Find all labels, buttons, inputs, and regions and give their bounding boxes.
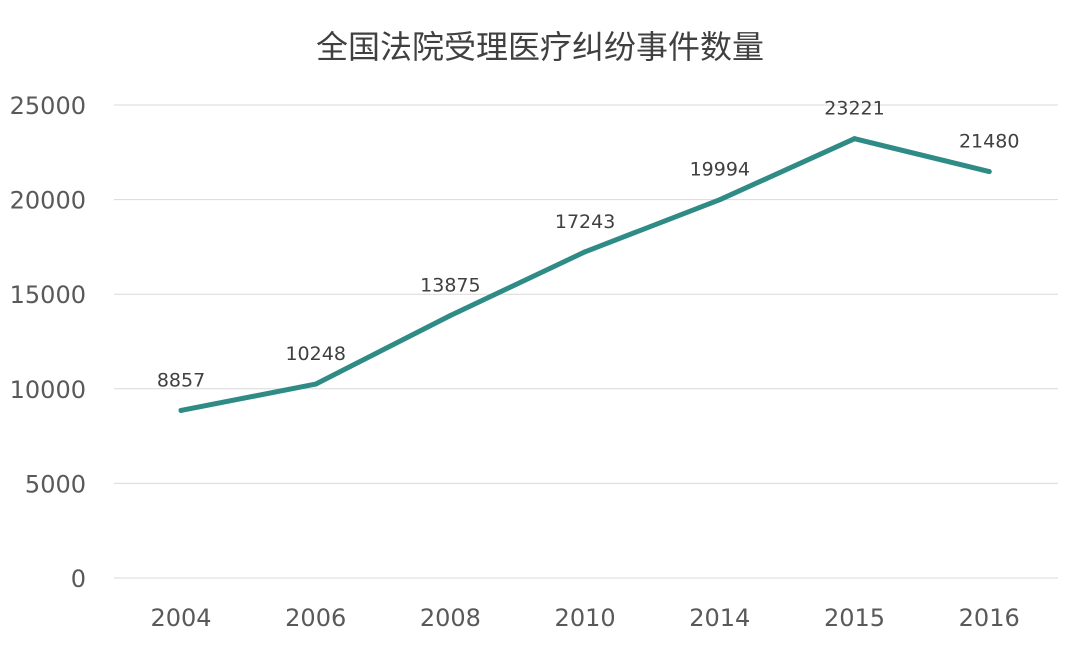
y-tick-label-15000: 15000 [10,281,86,309]
data-label-2014: 19994 [690,159,750,181]
chart-title: 全国法院受理医疗纠纷事件数量 [316,28,764,66]
y-tick-label-25000: 25000 [10,92,86,120]
data-point-2014 [717,197,723,203]
series-layer [178,136,992,413]
gridlines [114,104,1058,579]
data-label-2010: 17243 [555,211,615,233]
y-tick-label-5000: 5000 [25,470,86,498]
data-point-2004 [178,407,184,413]
data-point-2008 [447,312,453,318]
data-point-2015 [852,136,857,142]
x-tick-label-2008: 2008 [420,604,481,632]
series-line-0 [178,136,992,413]
x-tick-label-2015: 2015 [824,604,885,632]
data-point-2016 [986,169,992,175]
data-point-2006 [313,381,319,387]
x-tick-label-2004: 2004 [150,604,211,632]
x-tick-label-2014: 2014 [689,604,750,632]
x-tick-label-2010: 2010 [555,604,616,632]
y-tick-label-10000: 10000 [10,376,86,404]
data-label-2006: 10248 [285,343,345,365]
data-label-2004: 8857 [157,369,205,391]
data-labels: 8857 10248 13875 17243 19994 23221 21480 [157,98,1020,392]
x-tick-label-2006: 2006 [285,604,346,632]
data-label-2015: 23221 [824,98,884,120]
y-tick-label-0: 0 [71,565,86,593]
y-tick-label-20000: 20000 [10,187,86,215]
data-label-2016: 21480 [959,131,1019,153]
x-axis-tick-labels: 2004 2006 2008 2010 2014 2015 2016 [150,604,1019,632]
data-label-2008: 13875 [420,274,480,296]
y-axis-tick-labels: 0 5000 10000 15000 20000 25000 [10,92,86,593]
data-point-2010 [582,249,588,255]
x-tick-label-2016: 2016 [959,604,1020,632]
